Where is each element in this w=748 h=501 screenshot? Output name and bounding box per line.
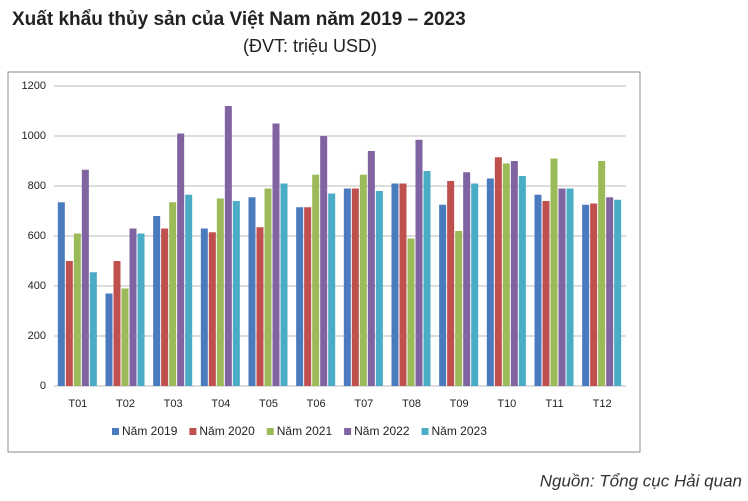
bar [200,228,208,386]
bar [153,216,161,386]
legend-swatch [112,428,119,435]
x-tick-label: T11 [545,398,563,410]
bar [256,227,264,386]
y-tick-label: 800 [28,180,46,192]
x-tick-label: T01 [68,398,87,410]
bar [606,197,614,386]
bar [264,188,272,386]
bar [359,174,367,386]
x-tick-label: T06 [307,398,326,410]
bar [304,207,312,386]
bar [510,161,518,386]
bar [415,139,423,386]
source-note: Nguồn: Tổng cục Hải quan [540,471,742,490]
bar [65,261,73,386]
bar [161,228,169,386]
bar [534,194,542,386]
bar [129,228,137,386]
bar [137,233,145,386]
bar [328,193,336,386]
legend-label: Năm 2022 [354,424,410,438]
bar [121,288,129,386]
y-tick-label: 1000 [22,130,46,142]
bar [248,197,256,386]
bar [447,181,455,386]
legend-label: Năm 2020 [199,424,255,438]
legend-swatch [344,428,352,435]
bar [471,183,479,386]
bar [113,261,121,386]
bar [550,158,558,386]
bar [367,151,375,386]
bar [169,202,177,386]
x-tick-label: T09 [450,398,469,410]
legend-label: Năm 2019 [122,424,178,438]
bar [343,188,351,386]
y-tick-label: 0 [40,380,46,392]
bar [272,123,280,386]
bar [89,272,97,386]
x-tick-label: T04 [211,398,230,410]
bar [399,183,407,386]
bar [423,171,431,386]
bar [494,157,502,386]
chart-frame [7,71,641,453]
x-tick-label: T07 [354,398,373,410]
bar [81,169,89,386]
bar [590,203,598,386]
bar [486,178,494,386]
bar [598,161,606,386]
bar [375,191,383,386]
bar [566,188,574,386]
legend-label: Năm 2023 [432,424,488,438]
x-tick-label: T02 [116,398,135,410]
x-tick-label: T08 [402,398,421,410]
bar [558,188,566,386]
bar [320,136,328,386]
bar [407,238,415,386]
bar [351,188,359,386]
bar [455,231,463,386]
bar [463,172,471,386]
bar [518,176,526,386]
bar [439,204,447,386]
bar [216,198,224,386]
chart-subtitle: (ĐVT: triệu USD) [243,36,377,56]
bar [312,174,320,386]
y-tick-label: 600 [28,230,46,242]
chart-title: Xuất khẩu thủy sản của Việt Nam năm 2019… [12,9,466,30]
bar [208,232,216,386]
legend-swatch [266,428,274,435]
legend-swatch [189,428,197,435]
bar [105,293,113,386]
legend-swatch [421,428,429,435]
bar [614,199,622,386]
bar [177,133,185,386]
bar [582,204,590,386]
x-tick-label: T12 [593,398,612,410]
y-tick-label: 400 [28,280,46,292]
bar [391,183,399,386]
bar [232,201,240,386]
bar [296,207,304,386]
y-tick-label: 1200 [22,80,46,92]
bar [224,106,232,386]
y-tick-label: 200 [28,330,46,342]
bar [57,202,65,386]
x-tick-label: T10 [497,398,516,410]
x-tick-label: T03 [164,398,183,410]
x-tick-label: T05 [259,398,278,410]
bar [502,163,510,386]
bar [542,201,550,386]
bar [73,233,81,386]
bar [185,194,193,386]
bar [280,183,288,386]
legend-label: Năm 2021 [277,424,333,438]
